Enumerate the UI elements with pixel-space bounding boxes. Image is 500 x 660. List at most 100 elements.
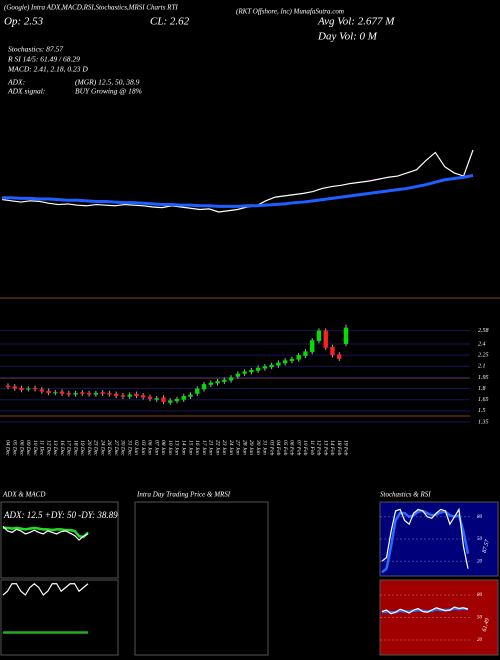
candle-body: [289, 358, 295, 362]
signal: BUY Growing @ 18%: [75, 87, 142, 96]
y-tick-label: 20: [477, 638, 483, 643]
candle-body: [296, 355, 301, 360]
candle-body: [39, 389, 44, 392]
candle-body: [215, 381, 220, 384]
candle-body: [249, 369, 254, 373]
candle-body: [181, 395, 186, 400]
candle-body: [262, 366, 268, 369]
x-tick-label: 04 Feb: [275, 440, 282, 456]
x-tick-label: 12 Feb: [316, 440, 322, 456]
x-tick-label: 11 Dec: [39, 440, 45, 456]
signal-label: ADX signal:: [7, 87, 45, 96]
y-tick-label: 50: [477, 616, 483, 621]
x-tick-label: 23 Jan: [221, 440, 227, 455]
x-tick-label: 07 Feb: [295, 440, 301, 456]
x-tick-label: 06 Feb: [289, 440, 295, 456]
candle-body: [107, 393, 112, 395]
x-tick-label: 29 Jan: [248, 440, 254, 455]
panel-title: Stochastics & RSI: [380, 491, 431, 499]
source: (Google) Intra ADX,MACD,RSI,Stochastics,…: [4, 4, 178, 12]
y-tick-label: 2.1: [478, 364, 486, 370]
candle-body: [53, 392, 58, 394]
candle-body: [222, 379, 227, 382]
macd: MACD: 2.41, 2.18, 0.23 D: [7, 65, 88, 74]
company: (RKT Offshore, Inc) MunafaSutra.com: [236, 8, 344, 16]
candle-body: [32, 387, 38, 390]
candle-body: [161, 397, 166, 402]
candle-body: [323, 330, 328, 348]
candle-body: [337, 354, 342, 359]
x-tick-label: 28 Jan: [241, 440, 247, 455]
stochastics: Stochastics: 87.57: [8, 45, 63, 54]
x-tick-label: 17 Dec: [66, 440, 72, 456]
series-line: [1, 149, 474, 213]
x-tick-label: 16 Dec: [59, 440, 65, 456]
x-tick-label: 17 Jan: [201, 440, 207, 455]
candle-body: [174, 398, 180, 402]
candle-body: [303, 351, 308, 356]
candle-body: [343, 327, 349, 344]
candle-body: [208, 382, 213, 385]
x-tick-label: 13 Dec: [52, 440, 58, 456]
candle-body: [19, 387, 24, 391]
day-vol: Day Vol: 0 M: [317, 31, 378, 43]
candle-body: [46, 390, 51, 394]
candle-body: [26, 388, 31, 390]
candle-body: [330, 346, 335, 356]
candle-body: [147, 396, 153, 399]
x-tick-label: 18 Feb: [336, 440, 342, 456]
candle-body: [228, 377, 234, 381]
x-tick-label: 13 Jan: [174, 440, 180, 455]
candle-body: [93, 393, 99, 395]
close: CL: 2.62: [150, 16, 190, 28]
rsi: R SI 14/5: 61.49 / 68.29: [7, 55, 80, 64]
y-tick-label: 1.35: [478, 419, 489, 425]
candle-body: [188, 394, 193, 397]
x-tick-label: 19 Feb: [343, 440, 349, 456]
x-tick-label: 05 Feb: [282, 440, 288, 456]
candle-body: [5, 385, 11, 388]
adx-label: ADX:: [7, 78, 25, 87]
panel: [134, 501, 269, 656]
y-tick-label: 80: [477, 515, 483, 520]
series-line: [2, 525, 89, 541]
candle-body: [12, 386, 17, 389]
x-tick-label: 03 Jan: [140, 440, 146, 455]
candle-body: [134, 393, 139, 396]
candle-body: [113, 393, 119, 396]
y-tick-label: 2.25: [478, 353, 489, 359]
y-tick-label: 80: [477, 593, 483, 598]
candle-body: [127, 394, 132, 397]
x-tick-label: 26 Dec: [106, 440, 112, 456]
x-tick-label: 10 Jan: [167, 440, 173, 455]
candle-body: [242, 371, 247, 374]
x-tick-label: 02 Jan: [133, 440, 139, 455]
x-tick-label: 13 Feb: [322, 440, 328, 456]
candle-body: [120, 395, 126, 397]
candle-body: [168, 400, 173, 403]
y-tick-label: 2.58: [478, 328, 489, 334]
y-tick-label: 1.95: [478, 375, 489, 381]
series-line: [2, 173, 474, 208]
x-tick-label: 31 Jan: [262, 439, 268, 455]
x-tick-label: 18 Dec: [72, 440, 78, 456]
x-tick-label: 06 Dec: [18, 440, 24, 456]
y-tick-label: 1.5: [478, 408, 486, 414]
x-tick-label: 24 Dec: [99, 440, 106, 456]
candle-body: [201, 384, 207, 390]
y-tick-label: 2.4: [478, 340, 486, 347]
candle-body: [59, 391, 65, 394]
annotation: 61.49: [481, 618, 491, 633]
candle-body: [316, 330, 322, 342]
candle-body: [80, 392, 85, 394]
x-tick-label: 03 Feb: [268, 440, 274, 456]
series-line: [381, 509, 470, 574]
x-tick-label: 04 Dec: [5, 440, 12, 456]
panel: [0, 579, 119, 656]
series-line: [3, 526, 89, 539]
x-tick-label: 20 Dec: [86, 440, 92, 456]
annotation: ADX: 12.5 +DY: 50 -DY: 38.89: [3, 510, 118, 520]
x-tick-label: 22 Jan: [214, 440, 220, 455]
x-tick-label: 05 Dec: [11, 440, 17, 456]
